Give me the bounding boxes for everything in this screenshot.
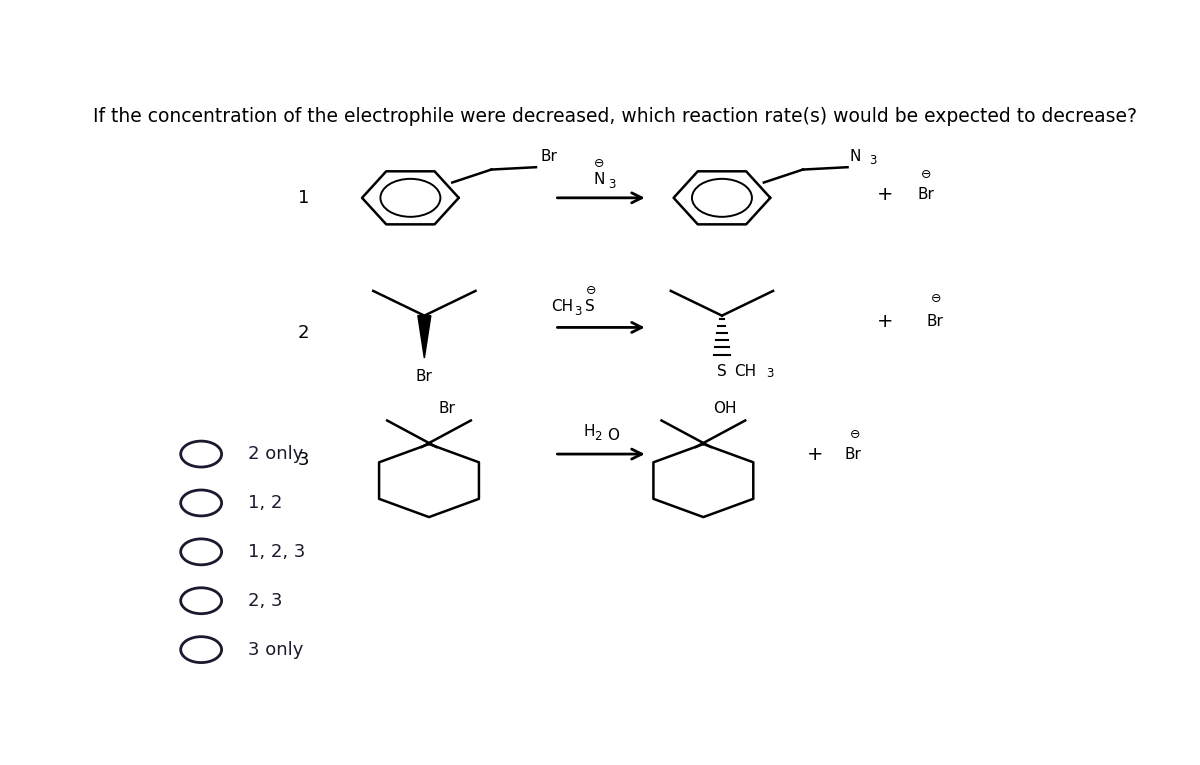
- Text: Br: Br: [541, 148, 558, 164]
- Text: 2 only: 2 only: [247, 445, 304, 463]
- Text: CH: CH: [734, 364, 756, 379]
- Text: S: S: [586, 299, 595, 314]
- Text: Br: Br: [845, 447, 862, 461]
- Text: 3 only: 3 only: [247, 640, 304, 659]
- Text: O: O: [607, 428, 619, 444]
- Text: +: +: [876, 312, 893, 331]
- Text: ⊖: ⊖: [586, 284, 596, 297]
- Text: Br: Br: [917, 187, 934, 203]
- Text: If the concentration of the electrophile were decreased, which reaction rate(s) : If the concentration of the electrophile…: [94, 106, 1138, 125]
- Text: Br: Br: [926, 314, 943, 329]
- Text: +: +: [876, 185, 893, 204]
- Text: 3: 3: [608, 177, 616, 190]
- Text: N: N: [594, 172, 605, 187]
- Text: 3: 3: [574, 305, 582, 318]
- Text: 2: 2: [594, 431, 602, 444]
- Text: S: S: [718, 364, 727, 379]
- Text: ⊖: ⊖: [931, 292, 941, 305]
- Polygon shape: [418, 316, 431, 358]
- Text: ⊖: ⊖: [594, 157, 605, 170]
- Text: N: N: [850, 148, 860, 164]
- Text: 1, 2: 1, 2: [247, 494, 282, 512]
- Text: 3: 3: [298, 451, 310, 469]
- Text: +: +: [806, 444, 823, 464]
- Text: ⊖: ⊖: [850, 428, 860, 441]
- Text: 2: 2: [298, 324, 310, 342]
- Text: 2, 3: 2, 3: [247, 592, 282, 610]
- Text: CH: CH: [551, 299, 574, 314]
- Text: OH: OH: [713, 402, 736, 416]
- Text: Br: Br: [416, 369, 433, 384]
- Text: ⊖: ⊖: [922, 168, 931, 181]
- Text: H: H: [583, 425, 594, 439]
- Text: Br: Br: [438, 402, 455, 416]
- Text: 3: 3: [869, 154, 876, 167]
- Text: 3: 3: [767, 367, 774, 380]
- Text: 1, 2, 3: 1, 2, 3: [247, 543, 305, 561]
- Text: 1: 1: [298, 189, 310, 207]
